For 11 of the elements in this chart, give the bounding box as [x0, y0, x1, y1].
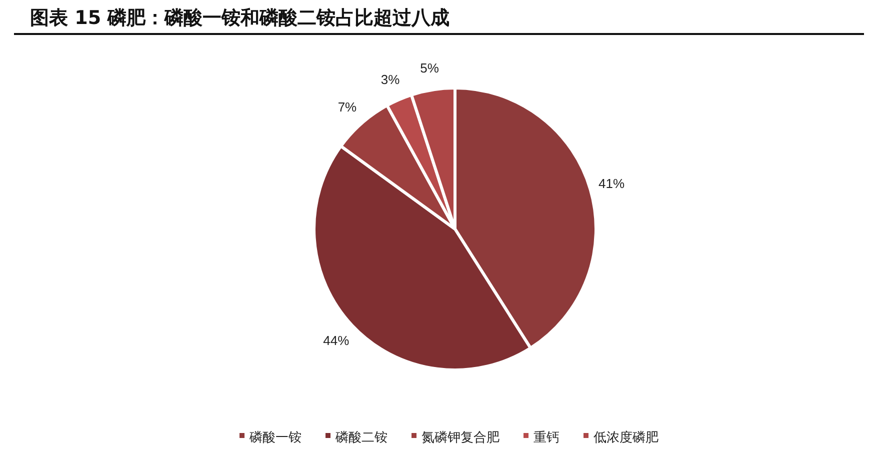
chart-title: 图表 15 磷肥：磷酸一铵和磷酸二铵占比超过八成 [30, 7, 450, 29]
data-label: 3% [380, 72, 400, 87]
data-label: 41% [598, 176, 625, 192]
legend-label: 重钙 [534, 430, 560, 446]
legend-label: 磷酸一铵 [248, 430, 302, 446]
data-label: 7% [338, 99, 358, 114]
legend-label: 磷酸二铵 [334, 430, 388, 446]
data-label: 5% [420, 60, 440, 76]
legend-label: 低浓度磷肥 [594, 430, 658, 446]
data-label: 44% [323, 333, 350, 348]
legend-label: 氮磷钾复合肥 [422, 430, 500, 446]
